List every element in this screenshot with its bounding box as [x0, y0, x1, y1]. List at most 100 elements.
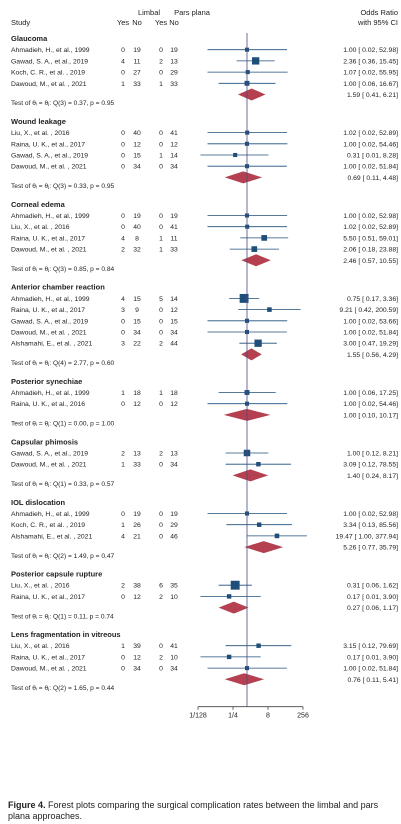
limbal-no-count: 9 — [135, 307, 139, 314]
pars-no-count: 13 — [170, 58, 178, 65]
pars-no-count: 12 — [170, 141, 178, 148]
limbal-yes-count: 4 — [121, 533, 125, 540]
study-name: Ahmadieh, H., et al., 1999 — [11, 390, 90, 397]
pars-yes-count: 0 — [159, 330, 163, 337]
heterogeneity-test: Test of θᵢ = θⱼ: Q(2) = 1.49, p = 0.47 — [11, 553, 115, 560]
study-name: Raina, U. K., et al., 2017 — [11, 594, 85, 601]
study-name: Gawad, S. A., et al., 2019 — [11, 153, 88, 160]
odds-ratio-ci: 1.00 [ 0.02, 51.84] — [343, 164, 398, 171]
limbal-yes-count: 0 — [121, 330, 125, 337]
study-name: Liu, X., et al. , 2016 — [11, 583, 70, 590]
limbal-no-count: 39 — [133, 643, 141, 650]
study-name: Gawad, S. A., et al., 2019 — [11, 318, 88, 325]
limbal-no-count: 40 — [133, 224, 141, 231]
pars-yes-count: 0 — [159, 130, 163, 137]
pars-no-count: 12 — [170, 307, 178, 314]
pars-no-count: 41 — [170, 224, 178, 231]
limbal-yes-count: 0 — [121, 47, 125, 54]
summary-diamond — [224, 171, 263, 184]
pars-yes-count: 1 — [159, 247, 163, 254]
odds-ratio-ci: 19.47 [ 1.00, 377.94] — [336, 533, 398, 540]
heterogeneity-test: Test of θᵢ = θⱼ: Q(4) = 2.77, p = 0.60 — [11, 360, 115, 367]
pars-yes-count: 1 — [159, 235, 163, 242]
odds-ratio-ci: 1.00 [ 0.02, 52.98] — [343, 213, 398, 220]
pars-no-count: 41 — [170, 643, 178, 650]
limbal-no-count: 18 — [133, 390, 141, 397]
pars-yes-count: 0 — [159, 522, 163, 529]
odds-ratio-ci: 1.00 [ 0.06, 16.67] — [343, 81, 398, 88]
study-name: Ahmadieh, H., et al., 1999 — [11, 213, 90, 220]
limbal-no-count: 11 — [133, 58, 140, 65]
pars-no-count: 41 — [170, 130, 178, 137]
pars-no-count: 19 — [170, 47, 178, 54]
group-title: IOL dislocation — [11, 498, 65, 507]
study-name: Dawoud, M., et al. , 2021 — [11, 330, 87, 337]
study-marker — [261, 235, 268, 241]
group-title: Glaucoma — [11, 34, 48, 43]
odds-ratio-ci: 0.31 [ 0.06, 1.62] — [347, 583, 398, 590]
limbal-yes-count: 4 — [121, 235, 125, 242]
limbal-no-count: 33 — [133, 81, 141, 88]
pars-yes-count: 0 — [159, 47, 163, 54]
odds-ratio-ci: 1.00 [ 0.02, 54.46] — [343, 141, 398, 148]
limbal-no-count: 15 — [133, 153, 141, 160]
limbal-yes-count: 0 — [121, 511, 125, 518]
limbal-no-count: 38 — [133, 583, 141, 590]
study-marker — [226, 594, 232, 599]
pars-yes-count: 2 — [159, 341, 163, 348]
x-tick-label: 1/4 — [228, 713, 238, 720]
limbal-yes-count: 0 — [121, 654, 125, 661]
limbal-no-count: 34 — [133, 666, 141, 673]
study-name: Liu, X., et al. , 2016 — [11, 130, 70, 137]
pars-no-count: 18 — [170, 390, 178, 397]
odds-ratio-ci: 0.17 [ 0.01, 3.90] — [347, 654, 398, 661]
pars-no-count: 13 — [170, 451, 178, 458]
pars-yes-count: 0 — [159, 462, 163, 469]
limbal-no-count: 32 — [133, 247, 141, 254]
summary-odds-ratio: 1.59 [ 0.41, 6.21] — [347, 92, 398, 99]
limbal-no-count: 12 — [133, 594, 141, 601]
odds-ratio-ci: 1.00 [ 0.02, 52.98] — [343, 47, 398, 54]
pars-yes-count: 0 — [159, 141, 163, 148]
pars-no-count: 44 — [170, 341, 178, 348]
study-name: Dawoud, M., et al. , 2021 — [11, 164, 87, 171]
pars-no-count: 11 — [170, 235, 177, 242]
study-name: Ahmadieh, H., et al., 1999 — [11, 296, 90, 303]
summary-diamond — [237, 88, 266, 101]
summary-odds-ratio: 0.76 [ 0.11, 5.41] — [347, 677, 398, 684]
pars-no-count: 15 — [170, 318, 178, 325]
pars-no-count: 10 — [170, 654, 178, 661]
odds-ratio-ci: 1.00 [ 0.02, 51.84] — [343, 666, 398, 673]
x-tick-label: 256 — [297, 713, 309, 720]
limbal-no-count: 34 — [133, 330, 141, 337]
study-marker — [230, 580, 240, 590]
x-tick-label: 8 — [266, 713, 270, 720]
limbal-yes-count: 1 — [121, 81, 125, 88]
heterogeneity-test: Test of θᵢ = θⱼ: Q(2) = 1.65, p = 0.44 — [11, 685, 115, 692]
odds-ratio-ci: 1.00 [ 0.12, 8.21] — [347, 451, 398, 458]
summary-odds-ratio: 2.46 [ 0.57, 10.55] — [343, 258, 398, 265]
summary-odds-ratio: 1.00 [ 0.10, 10.17] — [343, 412, 398, 419]
limbal-no-count: 19 — [133, 213, 141, 220]
header-pars-yes: Yes — [155, 18, 167, 27]
pars-yes-count: 2 — [159, 594, 163, 601]
study-marker — [274, 533, 280, 539]
study-name: Dawoud, M., et al. , 2021 — [11, 81, 87, 88]
odds-ratio-ci: 1.00 [ 0.02, 51.84] — [343, 330, 398, 337]
group-title: Corneal edema — [11, 200, 66, 209]
summary-diamond — [224, 673, 265, 686]
caption-text: Forest plots comparing the surgical comp… — [8, 800, 379, 821]
odds-ratio-ci: 0.17 [ 0.01, 3.90] — [347, 594, 398, 601]
pars-no-count: 34 — [170, 666, 178, 673]
summary-diamond — [244, 541, 284, 554]
group-title: Wound leakage — [11, 117, 66, 126]
study-name: Raina, U. K., et al., 2017 — [11, 235, 85, 242]
study-name: Raina, U. K., et al., 2016 — [11, 401, 85, 408]
header-limbal-no: No — [132, 18, 142, 27]
pars-yes-count: 0 — [159, 533, 163, 540]
pars-no-count: 35 — [170, 583, 178, 590]
group-title: Anterior chamber reaction — [11, 283, 105, 292]
limbal-no-count: 13 — [133, 451, 141, 458]
limbal-no-count: 40 — [133, 130, 141, 137]
